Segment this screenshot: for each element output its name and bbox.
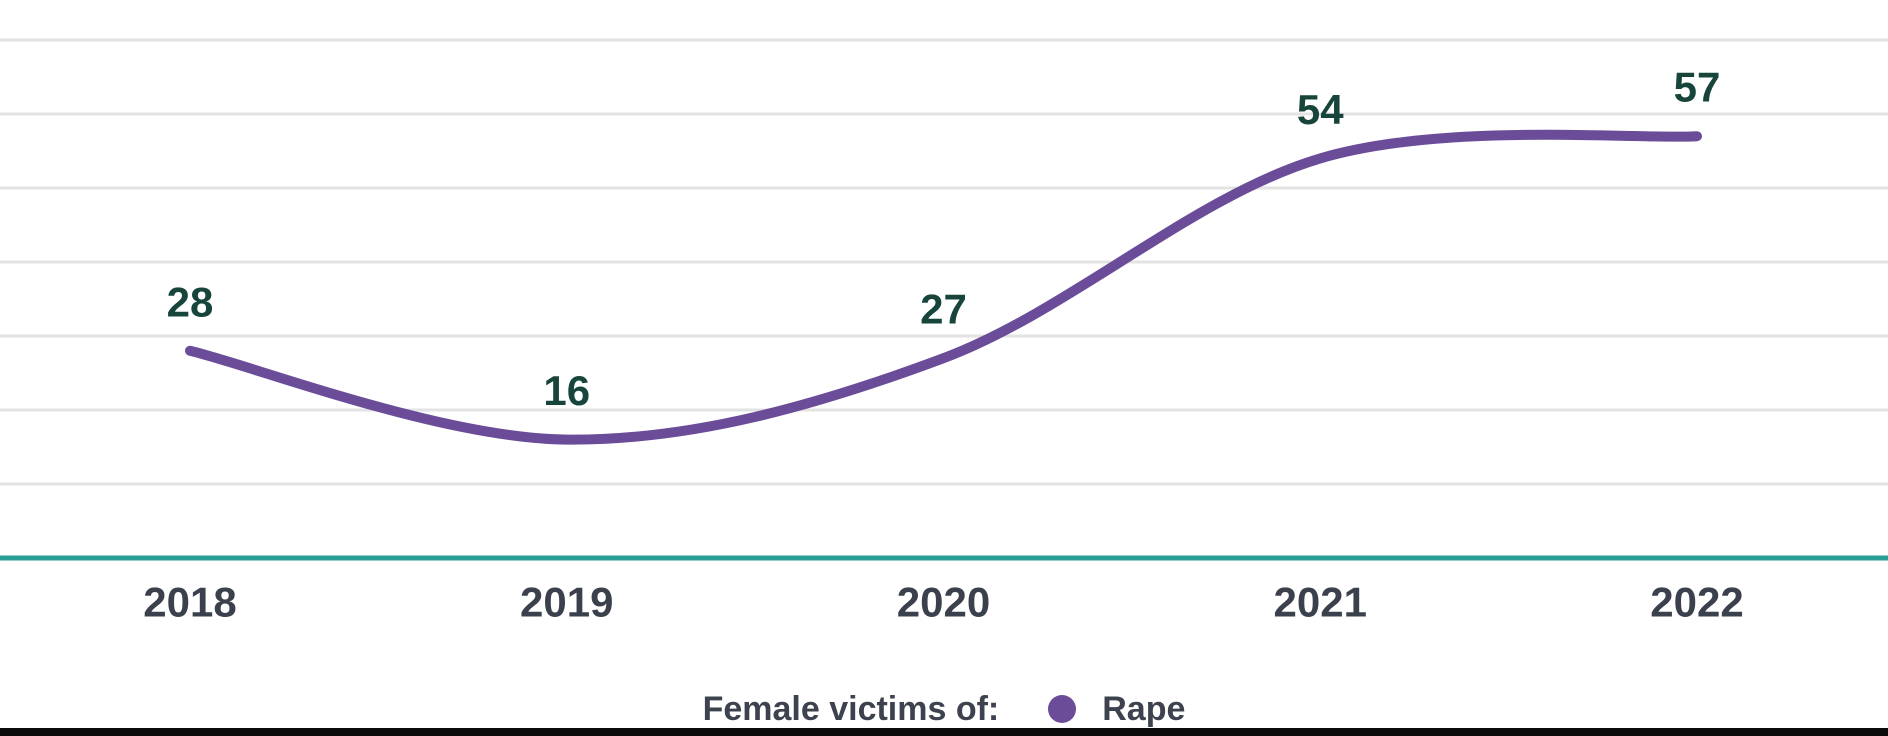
x-tick-label: 2020: [897, 579, 990, 626]
data-point-label: 28: [167, 278, 214, 325]
data-labels: 28 16 27 54 57: [167, 64, 1721, 414]
data-point-label: 57: [1674, 64, 1721, 111]
bottom-bar: [0, 728, 1888, 736]
chart-legend: Female victims of: Rape: [0, 688, 1888, 730]
x-tick-label: 2018: [143, 579, 236, 626]
data-point-label: 54: [1297, 86, 1344, 133]
line-chart: 28 16 27 54 57 2018 2019 2020 2021 2022: [0, 38, 1888, 626]
data-point-label: 16: [543, 367, 590, 414]
data-point-label: 27: [920, 286, 967, 333]
legend-title: Female victims of:: [702, 689, 1000, 728]
legend-dot-icon: [1048, 695, 1077, 723]
x-axis-labels: 2018 2019 2020 2021 2022: [143, 579, 1743, 626]
legend-item-label: Rape: [1102, 689, 1186, 728]
x-tick-label: 2019: [520, 579, 613, 626]
legend-item-rape[interactable]: Rape: [1048, 690, 1185, 729]
x-tick-label: 2021: [1274, 579, 1367, 626]
x-tick-label: 2022: [1650, 579, 1743, 626]
series-line-rape: [185, 129, 1702, 445]
gridlines: [0, 38, 1888, 486]
